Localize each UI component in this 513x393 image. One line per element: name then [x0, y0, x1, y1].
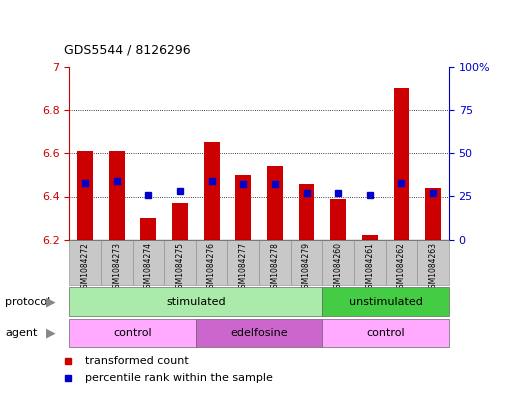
- Text: GSM1084261: GSM1084261: [365, 242, 374, 293]
- Text: ▶: ▶: [46, 295, 56, 308]
- Bar: [196, 319, 322, 347]
- Bar: [425, 188, 441, 240]
- Text: GSM1084262: GSM1084262: [397, 242, 406, 293]
- Bar: [322, 287, 449, 316]
- Bar: [172, 203, 188, 240]
- Bar: [235, 175, 251, 240]
- Bar: [322, 319, 449, 347]
- Text: protocol: protocol: [5, 297, 50, 307]
- Text: control: control: [366, 328, 405, 338]
- Text: GSM1084272: GSM1084272: [81, 242, 90, 293]
- Text: transformed count: transformed count: [85, 356, 189, 366]
- Bar: [77, 151, 93, 240]
- Bar: [322, 240, 354, 285]
- Text: GSM1084277: GSM1084277: [239, 242, 248, 293]
- Bar: [330, 199, 346, 240]
- Bar: [101, 240, 132, 285]
- Bar: [393, 88, 409, 240]
- Bar: [362, 235, 378, 240]
- Bar: [291, 240, 322, 285]
- Bar: [299, 184, 314, 240]
- Bar: [69, 319, 196, 347]
- Text: GSM1084260: GSM1084260: [333, 242, 343, 293]
- Text: edelfosine: edelfosine: [230, 328, 288, 338]
- Text: control: control: [113, 328, 152, 338]
- Bar: [354, 240, 386, 285]
- Bar: [109, 151, 125, 240]
- Text: GSM1084276: GSM1084276: [207, 242, 216, 293]
- Text: GSM1084263: GSM1084263: [428, 242, 438, 293]
- Text: percentile rank within the sample: percentile rank within the sample: [85, 373, 273, 383]
- Text: GSM1084275: GSM1084275: [175, 242, 185, 293]
- Bar: [204, 142, 220, 240]
- Bar: [417, 240, 449, 285]
- Text: agent: agent: [5, 328, 37, 338]
- Bar: [196, 240, 227, 285]
- Bar: [132, 240, 164, 285]
- Text: GSM1084278: GSM1084278: [270, 242, 280, 293]
- Text: GDS5544 / 8126296: GDS5544 / 8126296: [64, 44, 191, 57]
- Bar: [69, 287, 322, 316]
- Text: ▶: ▶: [46, 327, 56, 340]
- Bar: [259, 240, 291, 285]
- Bar: [141, 218, 156, 240]
- Text: GSM1084273: GSM1084273: [112, 242, 121, 293]
- Bar: [267, 166, 283, 240]
- Bar: [227, 240, 259, 285]
- Text: GSM1084279: GSM1084279: [302, 242, 311, 293]
- Bar: [164, 240, 196, 285]
- Text: stimulated: stimulated: [166, 297, 226, 307]
- Bar: [69, 240, 101, 285]
- Bar: [386, 240, 417, 285]
- Text: unstimulated: unstimulated: [349, 297, 423, 307]
- Text: GSM1084274: GSM1084274: [144, 242, 153, 293]
